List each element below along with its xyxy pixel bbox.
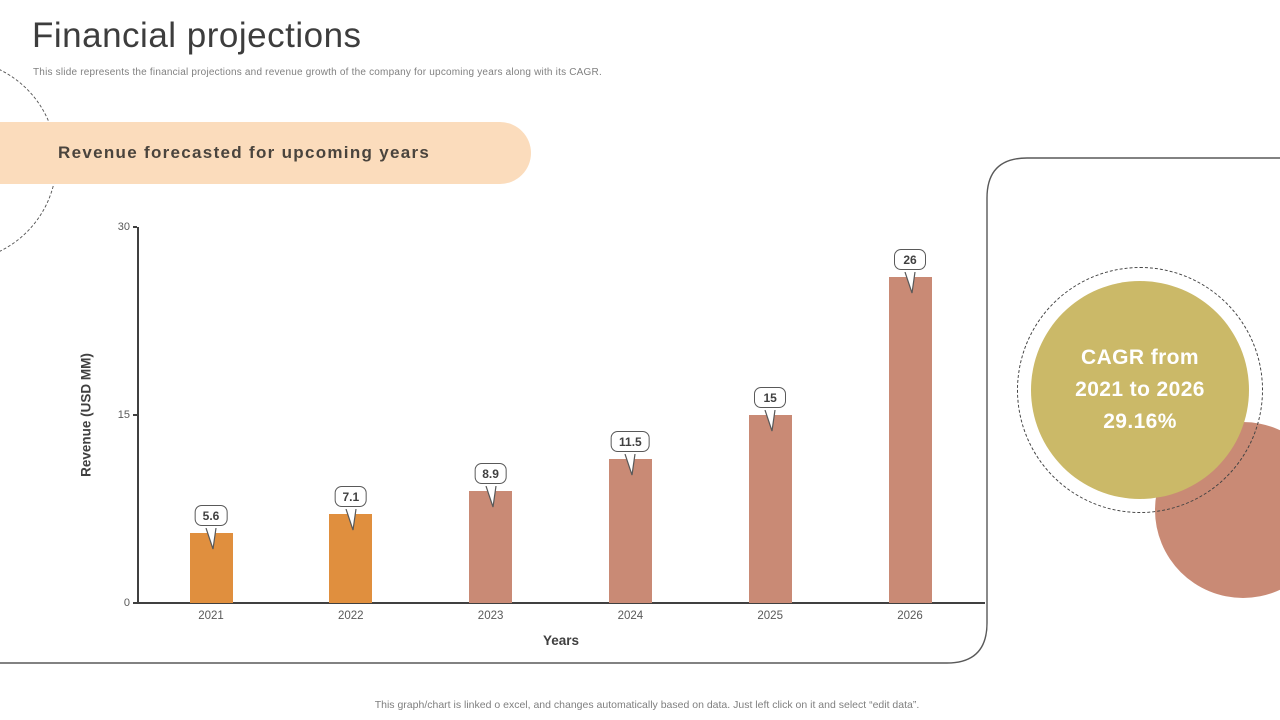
x-axis [137,602,985,604]
data-label-2022: 7.1 [334,486,368,507]
data-label-2025: 15 [754,387,787,408]
x-tick-label-2025: 2025 [757,610,783,622]
data-label-2021: 5.6 [194,504,228,526]
y-axis-title: Revenue (USD MM) [78,353,94,477]
x-axis-title: Years [542,633,580,648]
cagr-line-1: CAGR from [1081,346,1199,369]
cagr-line-2: 2021 to 2026 [1075,378,1205,401]
cagr-badge: CAGR from 2021 to 2026 29.16% [1031,281,1249,499]
section-banner: Revenue forecasted for upcoming years [0,122,531,184]
footer-note: This graph/chart is linked o excel, and … [374,699,920,711]
callout-tail-2021 [205,527,217,550]
y-tick-mark-15 [133,414,137,416]
x-tick-label-2023: 2023 [477,610,504,622]
callout-tail-2022 [345,509,357,531]
slide-subtitle: This slide represents the financial proj… [33,67,602,78]
x-tick-label-2022: 2022 [338,610,364,622]
y-tick-label-30: 30 [117,221,130,233]
y-tick-label-0: 0 [123,597,130,609]
callout-tail-2024 [624,453,636,476]
callout-tail-2025 [764,410,776,432]
bar-2023 [469,491,513,603]
x-tick-label-2024: 2024 [617,610,644,622]
page-title: Financial projections [32,16,362,55]
bar-2026 [888,277,932,603]
y-tick-mark-0 [133,602,137,604]
callout-tail-2023 [485,486,497,508]
bar-2022 [329,514,373,603]
data-label-2024: 11.5 [611,430,650,452]
cagr-dashed-ring [1017,267,1263,513]
bar-2025 [748,415,792,603]
data-label-2023: 8.9 [474,463,507,485]
section-banner-label: Revenue forecasted for upcoming years [58,143,431,162]
bar-2024 [608,458,652,603]
y-tick-label-15: 15 [117,409,130,421]
x-tick-label-2021: 2021 [198,610,224,622]
data-label-2026: 26 [894,249,926,271]
x-tick-label-2026: 2026 [897,610,923,622]
callout-tail-2026 [904,272,916,294]
y-axis [137,227,139,603]
y-tick-mark-30 [133,226,137,228]
cagr-line-3: 29.16% [1103,410,1177,433]
